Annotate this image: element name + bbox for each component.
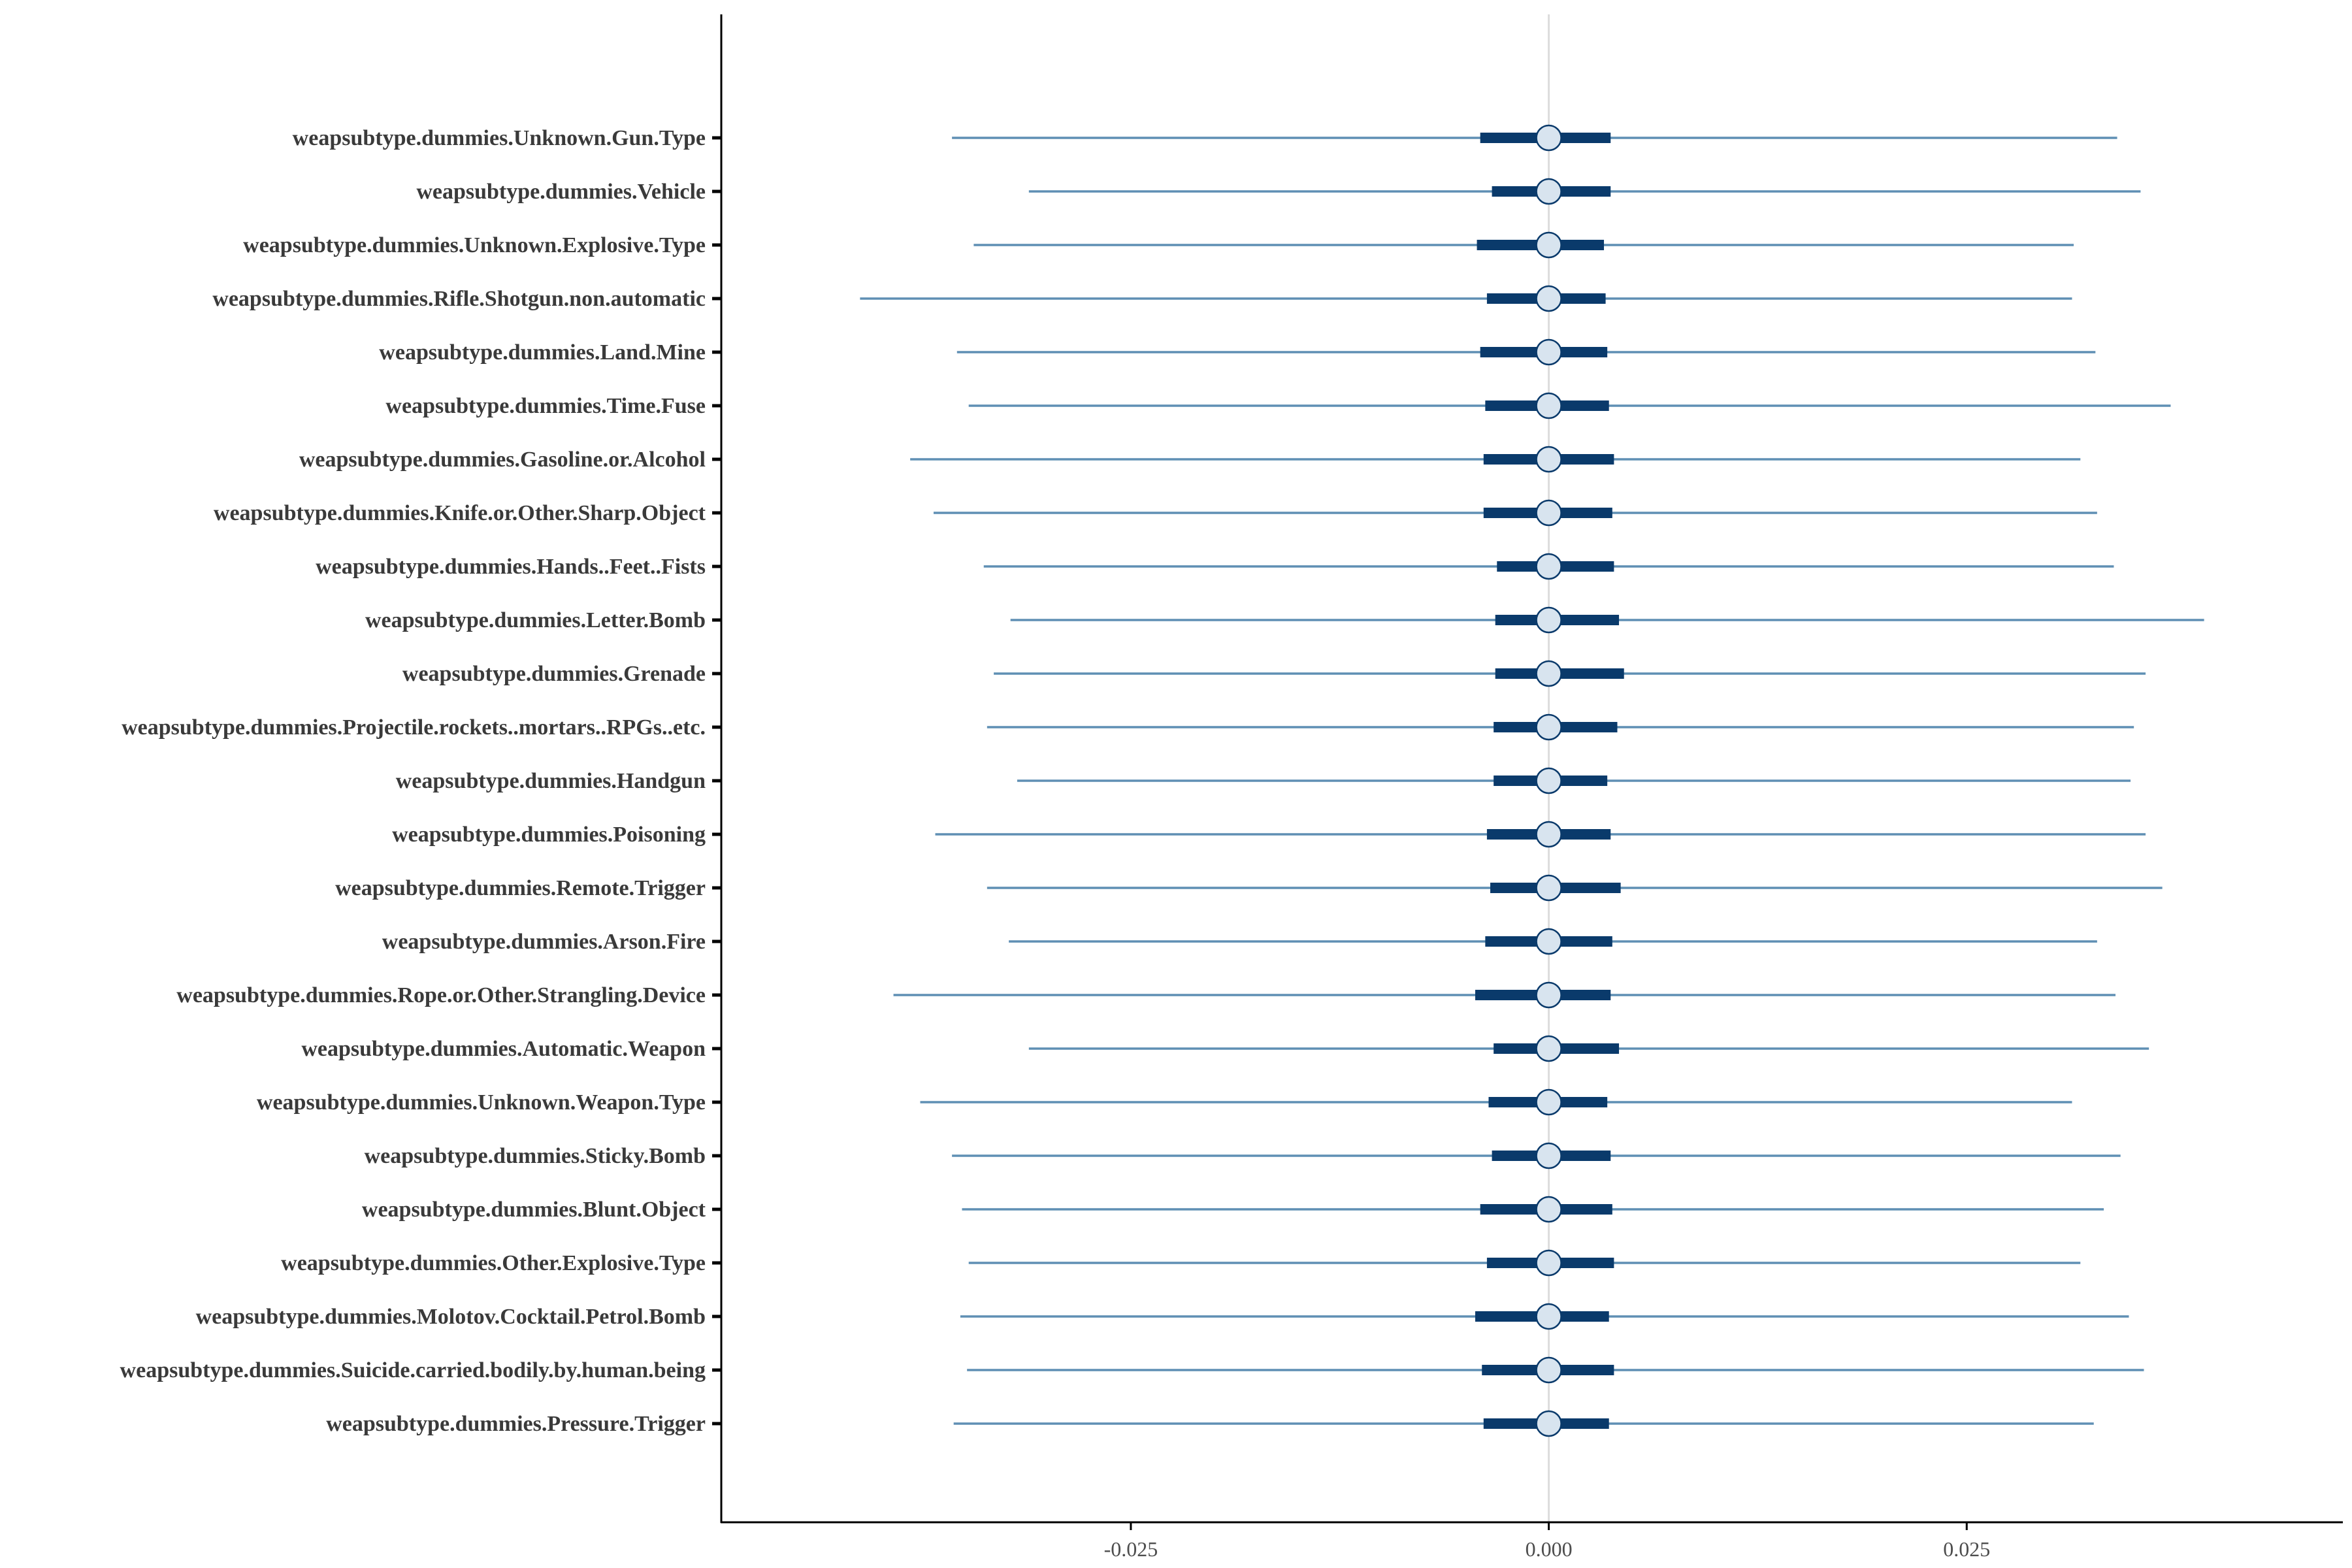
x-tick-label: 0.025 — [1943, 1537, 1990, 1561]
row-label: weapsubtype.dummies.Rope.or.Other.Strang… — [176, 983, 706, 1007]
row-label: weapsubtype.dummies.Knife.or.Other.Sharp… — [214, 501, 706, 525]
point-estimate — [1535, 1088, 1562, 1116]
row-label: weapsubtype.dummies.Time.Fuse — [385, 394, 706, 418]
point-estimate — [1535, 1249, 1562, 1277]
row-label: weapsubtype.dummies.Sticky.Bomb — [365, 1144, 706, 1168]
point-estimate — [1535, 285, 1562, 312]
point-estimate — [1535, 606, 1562, 634]
point-estimate — [1535, 1142, 1562, 1169]
point-estimate — [1535, 1303, 1562, 1330]
row-label: weapsubtype.dummies.Arson.Fire — [382, 930, 706, 954]
row-label: weapsubtype.dummies.Grenade — [402, 662, 706, 686]
row-label: weapsubtype.dummies.Pressure.Trigger — [326, 1412, 706, 1436]
point-estimate — [1535, 1356, 1562, 1384]
row-label: weapsubtype.dummies.Remote.Trigger — [335, 876, 706, 900]
point-estimate — [1535, 338, 1562, 366]
row-label: weapsubtype.dummies.Suicide.carried.bodi… — [120, 1358, 706, 1382]
point-estimate — [1535, 874, 1562, 902]
row-label: weapsubtype.dummies.Unknown.Weapon.Type — [257, 1090, 706, 1115]
x-tick-label: -0.025 — [1104, 1537, 1158, 1561]
point-estimate — [1535, 392, 1562, 419]
point-estimate — [1535, 713, 1562, 741]
point-estimate — [1535, 231, 1562, 259]
row-label: weapsubtype.dummies.Projectile.rockets..… — [122, 715, 706, 740]
point-estimate — [1535, 660, 1562, 687]
point-estimate — [1535, 1410, 1562, 1437]
point-estimate — [1535, 124, 1562, 152]
row-label: weapsubtype.dummies.Gasoline.or.Alcohol — [299, 448, 706, 472]
row-label: weapsubtype.dummies.Other.Explosive.Type — [281, 1251, 706, 1275]
point-estimate — [1535, 553, 1562, 580]
row-label: weapsubtype.dummies.Unknown.Explosive.Ty… — [243, 233, 706, 257]
x-tick-label: 0.000 — [1526, 1537, 1573, 1561]
row-label: weapsubtype.dummies.Letter.Bomb — [365, 608, 706, 632]
row-label: weapsubtype.dummies.Unknown.Gun.Type — [293, 126, 706, 150]
point-estimate — [1535, 981, 1562, 1009]
point-estimate — [1535, 499, 1562, 527]
row-label: weapsubtype.dummies.Handgun — [396, 769, 706, 793]
row-label: weapsubtype.dummies.Molotov.Cocktail.Pet… — [196, 1305, 706, 1329]
row-label: weapsubtype.dummies.Blunt.Object — [362, 1198, 706, 1222]
point-estimate — [1535, 821, 1562, 848]
point-estimate — [1535, 1035, 1562, 1062]
row-label: weapsubtype.dummies.Land.Mine — [379, 340, 706, 365]
point-estimate — [1535, 767, 1562, 794]
point-estimate — [1535, 446, 1562, 473]
row-label: weapsubtype.dummies.Hands..Feet..Fists — [316, 555, 706, 579]
row-label: weapsubtype.dummies.Vehicle — [416, 180, 706, 204]
row-label: weapsubtype.dummies.Rifle.Shotgun.non.au… — [212, 287, 706, 311]
row-label: weapsubtype.dummies.Poisoning — [392, 823, 706, 847]
row-label: weapsubtype.dummies.Automatic.Weapon — [301, 1037, 706, 1061]
point-estimate — [1535, 178, 1562, 205]
point-estimate — [1535, 1196, 1562, 1223]
point-estimate — [1535, 928, 1562, 955]
